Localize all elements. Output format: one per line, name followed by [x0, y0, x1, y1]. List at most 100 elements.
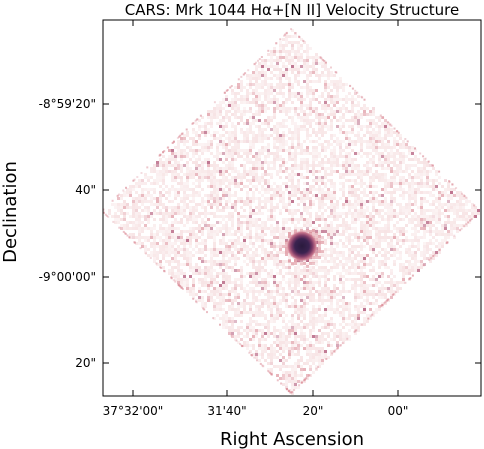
map-pixel: [246, 194, 249, 197]
map-pixel: [363, 164, 366, 167]
map-pixel: [342, 284, 345, 287]
map-pixel: [261, 152, 264, 155]
map-pixel: [150, 227, 153, 230]
map-pixel: [174, 146, 177, 149]
map-pixel: [297, 359, 300, 362]
map-pixel: [291, 230, 294, 233]
map-pixel: [438, 218, 441, 221]
map-pixel: [345, 290, 348, 293]
map-pixel: [477, 212, 480, 215]
map-pixel: [210, 230, 213, 233]
map-pixel: [258, 236, 261, 239]
map-pixel: [438, 221, 441, 224]
map-pixel: [456, 206, 459, 209]
map-pixel: [300, 125, 303, 128]
map-pixel: [249, 122, 252, 125]
map-pixel: [219, 134, 222, 137]
map-pixel: [294, 281, 297, 284]
map-pixel: [150, 200, 153, 203]
map-pixel: [264, 221, 267, 224]
map-pixel: [330, 233, 333, 236]
map-pixel: [270, 239, 273, 242]
map-pixel: [222, 251, 225, 254]
map-pixel: [303, 347, 306, 350]
map-pixel: [300, 197, 303, 200]
map-pixel: [207, 248, 210, 251]
map-pixel: [372, 197, 375, 200]
map-pixel: [279, 125, 282, 128]
map-pixel: [246, 92, 249, 95]
map-pixel: [270, 317, 273, 320]
map-pixel: [312, 68, 315, 71]
map-pixel: [225, 245, 228, 248]
map-pixel: [279, 167, 282, 170]
map-pixel: [399, 287, 402, 290]
map-pixel: [282, 371, 285, 374]
map-pixel: [252, 293, 255, 296]
map-pixel: [309, 134, 312, 137]
map-pixel: [327, 323, 330, 326]
map-pixel: [270, 356, 273, 359]
map-pixel: [300, 158, 303, 161]
map-pixel: [402, 161, 405, 164]
map-pixel: [261, 233, 264, 236]
map-pixel: [306, 119, 309, 122]
map-pixel: [279, 341, 282, 344]
map-pixel: [333, 338, 336, 341]
map-pixel: [375, 284, 378, 287]
map-pixel: [297, 137, 300, 140]
map-pixel: [126, 224, 129, 227]
map-pixel: [387, 143, 390, 146]
map-pixel: [450, 221, 453, 224]
map-pixel: [354, 308, 357, 311]
map-pixel: [234, 200, 237, 203]
map-pixel: [309, 323, 312, 326]
map-pixel: [378, 215, 381, 218]
map-pixel: [228, 101, 231, 104]
map-pixel: [312, 110, 315, 113]
map-pixel: [348, 257, 351, 260]
map-pixel: [297, 209, 300, 212]
map-pixel: [264, 92, 267, 95]
map-pixel: [336, 89, 339, 92]
map-pixel: [357, 218, 360, 221]
map-pixel: [252, 92, 255, 95]
map-pixel: [375, 116, 378, 119]
map-pixel: [408, 266, 411, 269]
map-pixel: [156, 263, 159, 266]
map-pixel: [216, 149, 219, 152]
map-pixel: [390, 215, 393, 218]
map-pixel: [132, 215, 135, 218]
map-pixel: [222, 236, 225, 239]
map-pixel: [390, 236, 393, 239]
map-pixel: [330, 191, 333, 194]
map-pixel: [474, 206, 477, 209]
map-pixel: [438, 248, 441, 251]
map-pixel: [231, 104, 234, 107]
map-pixel: [360, 212, 363, 215]
map-pixel: [270, 218, 273, 221]
map-pixel: [177, 206, 180, 209]
map-pixel: [390, 152, 393, 155]
map-pixel: [225, 224, 228, 227]
map-pixel: [285, 56, 288, 59]
map-pixel: [342, 326, 345, 329]
map-pixel: [372, 266, 375, 269]
map-pixel: [318, 203, 321, 206]
map-pixel: [159, 209, 162, 212]
map-pixel: [264, 269, 267, 272]
map-pixel: [270, 167, 273, 170]
map-pixel: [264, 227, 267, 230]
map-pixel: [303, 128, 306, 131]
map-pixel: [354, 221, 357, 224]
map-pixel: [339, 290, 342, 293]
map-pixel: [246, 323, 249, 326]
map-pixel: [261, 176, 264, 179]
map-pixel: [165, 236, 168, 239]
map-pixel: [171, 200, 174, 203]
map-pixel: [234, 278, 237, 281]
map-pixel: [231, 224, 234, 227]
map-pixel: [390, 242, 393, 245]
map-pixel: [417, 269, 420, 272]
map-pixel: [393, 140, 396, 143]
